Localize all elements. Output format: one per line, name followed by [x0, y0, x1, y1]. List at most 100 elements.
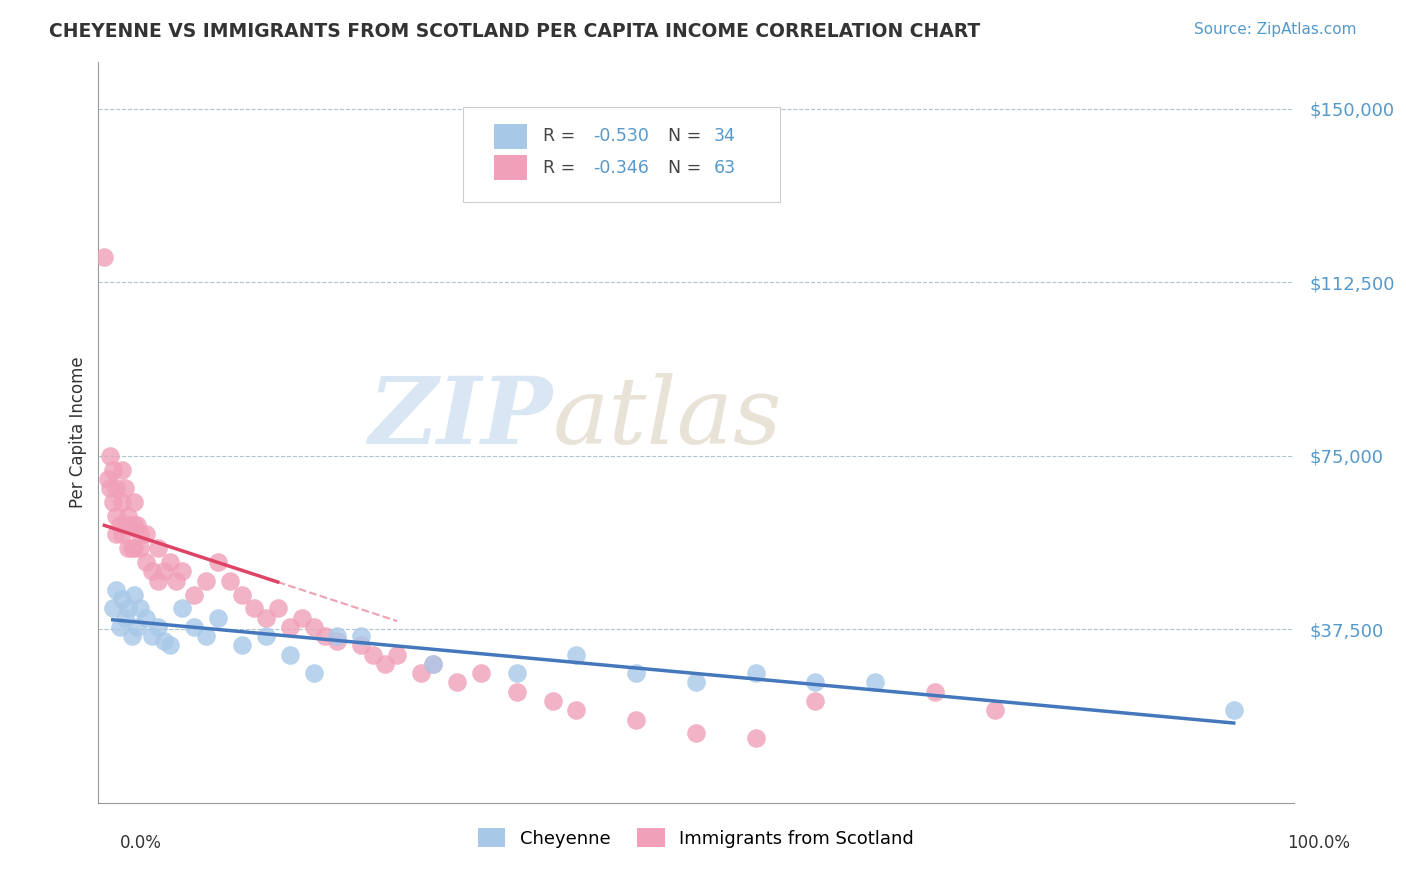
- Point: [350, 639, 373, 653]
- Point: [117, 508, 139, 523]
- Point: [111, 462, 134, 476]
- Point: [565, 648, 588, 662]
- Point: [541, 694, 564, 708]
- Text: -0.530: -0.530: [593, 128, 650, 145]
- Text: atlas: atlas: [553, 373, 782, 463]
- Point: [446, 675, 468, 690]
- Point: [315, 629, 337, 643]
- Point: [565, 703, 588, 717]
- Point: [745, 666, 768, 681]
- Point: [291, 610, 314, 624]
- Point: [111, 495, 134, 509]
- Point: [97, 472, 120, 486]
- Point: [124, 588, 146, 602]
- Point: [129, 541, 152, 556]
- Point: [219, 574, 242, 588]
- Point: [302, 620, 325, 634]
- Point: [121, 541, 143, 556]
- Point: [350, 629, 373, 643]
- Point: [117, 601, 139, 615]
- Point: [101, 495, 124, 509]
- Point: [626, 666, 648, 681]
- Point: [804, 694, 827, 708]
- Legend: Cheyenne, Immigrants from Scotland: Cheyenne, Immigrants from Scotland: [470, 819, 922, 856]
- Point: [114, 481, 136, 495]
- Point: [124, 518, 146, 533]
- Text: N =: N =: [668, 159, 707, 177]
- Point: [159, 555, 181, 569]
- Point: [159, 639, 181, 653]
- Point: [108, 518, 131, 533]
- Point: [105, 582, 128, 597]
- Text: 34: 34: [714, 128, 735, 145]
- Point: [135, 610, 157, 624]
- Point: [111, 592, 134, 607]
- Point: [243, 601, 266, 615]
- Point: [121, 629, 143, 643]
- Point: [385, 648, 409, 662]
- Point: [98, 481, 122, 495]
- Text: 100.0%: 100.0%: [1286, 834, 1350, 852]
- Point: [1223, 703, 1246, 717]
- Point: [125, 518, 148, 533]
- Text: 63: 63: [714, 159, 735, 177]
- Point: [183, 620, 205, 634]
- Point: [93, 250, 115, 264]
- Point: [111, 527, 134, 541]
- Point: [114, 610, 136, 624]
- Point: [98, 449, 122, 463]
- Point: [506, 685, 529, 699]
- Point: [125, 620, 148, 634]
- Text: R =: R =: [543, 159, 581, 177]
- Point: [626, 713, 648, 727]
- Point: [278, 648, 301, 662]
- Point: [141, 629, 163, 643]
- Point: [207, 610, 229, 624]
- Point: [254, 629, 277, 643]
- Y-axis label: Per Capita Income: Per Capita Income: [69, 357, 87, 508]
- Point: [135, 555, 157, 569]
- Point: [231, 588, 253, 602]
- Point: [422, 657, 444, 671]
- Point: [101, 462, 124, 476]
- Point: [207, 555, 229, 569]
- Point: [865, 675, 887, 690]
- Point: [129, 527, 152, 541]
- Point: [685, 675, 707, 690]
- Point: [124, 495, 146, 509]
- Point: [165, 574, 187, 588]
- FancyBboxPatch shape: [463, 107, 780, 202]
- Point: [124, 541, 146, 556]
- Point: [108, 620, 131, 634]
- Point: [148, 574, 170, 588]
- FancyBboxPatch shape: [494, 124, 527, 149]
- Text: -0.346: -0.346: [593, 159, 650, 177]
- Point: [183, 588, 205, 602]
- Point: [506, 666, 529, 681]
- Point: [374, 657, 396, 671]
- Point: [105, 527, 128, 541]
- Text: CHEYENNE VS IMMIGRANTS FROM SCOTLAND PER CAPITA INCOME CORRELATION CHART: CHEYENNE VS IMMIGRANTS FROM SCOTLAND PER…: [49, 22, 980, 41]
- Point: [411, 666, 433, 681]
- Text: R =: R =: [543, 128, 581, 145]
- Point: [745, 731, 768, 745]
- Point: [254, 610, 277, 624]
- Point: [326, 629, 349, 643]
- Point: [153, 565, 176, 579]
- Text: 0.0%: 0.0%: [120, 834, 162, 852]
- Point: [148, 541, 170, 556]
- Point: [117, 518, 139, 533]
- Point: [470, 666, 492, 681]
- Point: [363, 648, 385, 662]
- Point: [278, 620, 301, 634]
- Point: [804, 675, 827, 690]
- Point: [195, 574, 218, 588]
- Point: [101, 601, 124, 615]
- Point: [105, 508, 128, 523]
- Point: [924, 685, 946, 699]
- Point: [148, 620, 170, 634]
- Point: [267, 601, 290, 615]
- Point: [685, 726, 707, 740]
- Point: [172, 601, 194, 615]
- Point: [153, 633, 176, 648]
